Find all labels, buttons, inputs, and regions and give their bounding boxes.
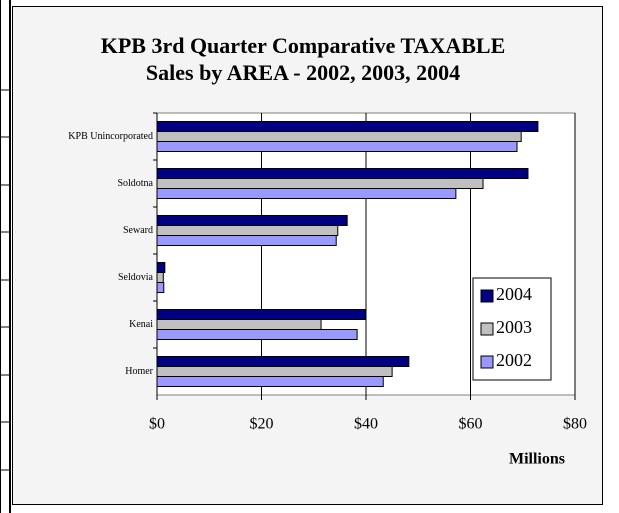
chart-title: KPB 3rd Quarter Comparative TAXABLE Sale… [100, 33, 506, 85]
y-tick-label: Kenai [129, 319, 153, 330]
bar [156, 131, 522, 142]
y-tick-label: Seward [123, 225, 153, 236]
bar [156, 319, 322, 330]
legend-label: 2004 [496, 284, 532, 304]
x-tick-label: $80 [563, 416, 587, 433]
y-tick-label: Soldotna [117, 178, 153, 189]
bar [156, 356, 410, 367]
x-tick-label: $0 [149, 416, 165, 433]
bar [156, 282, 165, 293]
legend-label: 2003 [496, 317, 532, 337]
bar [156, 215, 348, 226]
bar [156, 168, 529, 179]
legend-label: 2002 [496, 350, 532, 370]
bar [156, 225, 339, 236]
left-strip [0, 0, 11, 513]
bar [156, 262, 166, 273]
bar [156, 272, 164, 283]
bar [156, 188, 457, 199]
bar [156, 309, 367, 320]
y-tick-label: KPB Unincorporated [68, 131, 153, 142]
legend-swatch [480, 289, 494, 303]
bar [156, 329, 358, 340]
bar [156, 376, 384, 387]
bar [156, 235, 337, 246]
legend-swatch [480, 355, 494, 369]
legend-swatch [480, 322, 494, 336]
x-tick-label: $20 [250, 416, 274, 433]
bar [156, 141, 518, 152]
bar [156, 121, 539, 132]
bar [156, 366, 393, 377]
x-tick-label: $40 [354, 416, 378, 433]
x-tick-label: $60 [459, 416, 483, 433]
x-axis-label: Millions [509, 451, 565, 468]
y-tick-label: Seldovia [118, 272, 154, 283]
bar [156, 178, 484, 189]
y-tick-label: Homer [125, 366, 153, 377]
